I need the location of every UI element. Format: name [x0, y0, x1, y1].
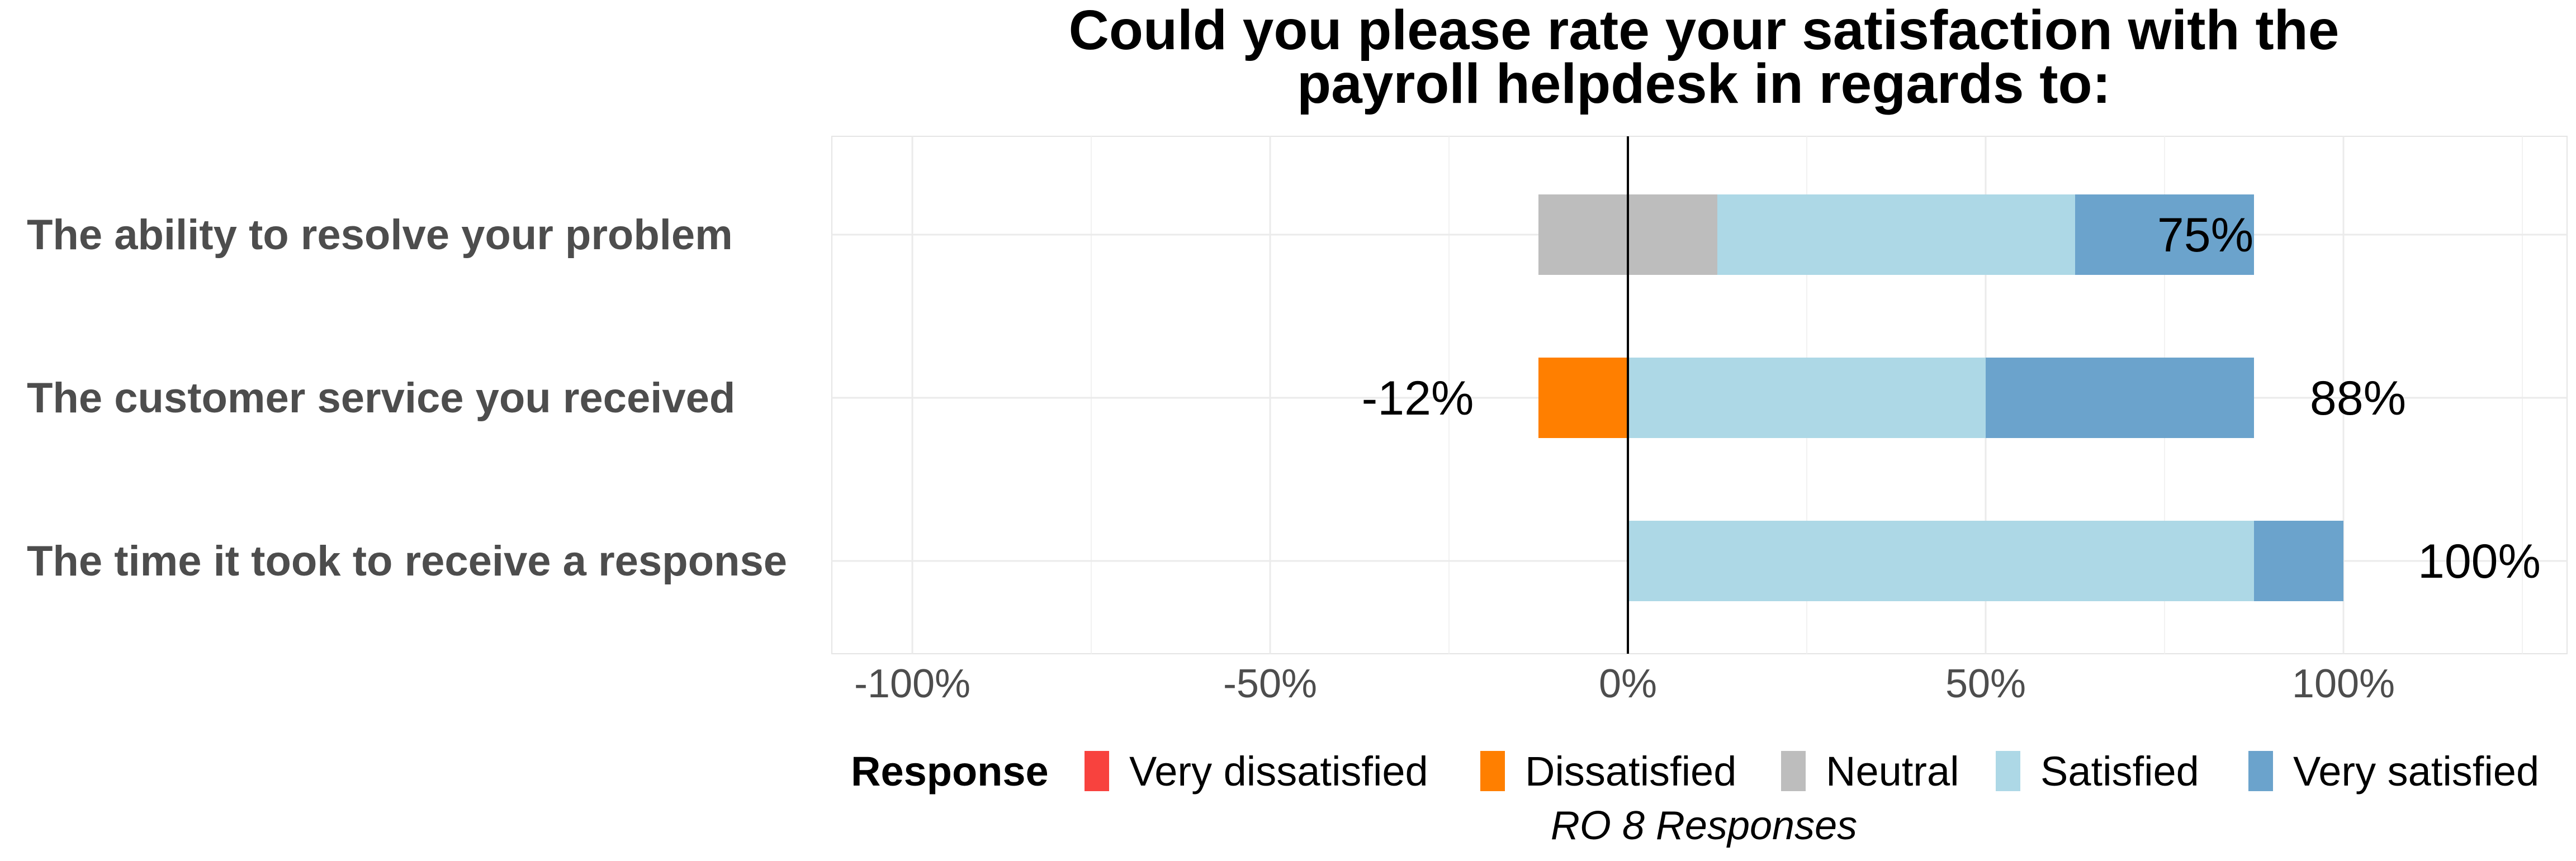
bar-very-satisfied — [2254, 521, 2343, 601]
x-tick-label: -50% — [1223, 662, 1317, 706]
y-axis-labels: The ability to resolve your problem The c… — [27, 211, 787, 585]
legend-key — [1781, 751, 1806, 791]
data-label-positive: 75% — [2157, 208, 2253, 262]
bar-very-satisfied — [1986, 358, 2254, 438]
legend-key — [1996, 751, 2020, 791]
x-tick-label: -100% — [854, 662, 970, 706]
data-label-positive: 100% — [2418, 535, 2541, 588]
legend-label: Neutral — [1826, 748, 1959, 795]
data-label-negative: -12% — [1362, 372, 1474, 425]
x-tick-label: 50% — [1945, 662, 2026, 706]
legend-label: Satisfied — [2040, 748, 2199, 795]
legend-label: Dissatisfied — [1525, 748, 1736, 795]
y-category-label: The ability to resolve your problem — [27, 211, 733, 259]
legend-label: Very dissatisfied — [1129, 748, 1428, 795]
y-category-label: The time it took to receive a response — [27, 537, 787, 585]
legend-key — [2248, 751, 2273, 791]
x-tick-label: 0% — [1599, 662, 1657, 706]
x-axis-ticks: -100% -50% 0% 50% 100% — [854, 662, 2395, 706]
bar-satisfied — [1628, 358, 1986, 438]
y-category-label: The customer service you received — [27, 374, 735, 422]
chart-title-line: Could you please rate your satisfaction … — [1069, 0, 2340, 61]
legend-title: Response — [851, 748, 1049, 795]
legend-label: Very satisfied — [2293, 748, 2539, 795]
bar-very-satisfied — [2075, 194, 2254, 275]
bar-satisfied — [1717, 194, 2075, 275]
caption: RO 8 Responses — [1551, 803, 1857, 848]
bar-dissatisfied — [1538, 358, 1628, 438]
legend-key — [1480, 751, 1505, 791]
chart-title-line: payroll helpdesk in regards to: — [1297, 53, 2111, 115]
legend-key — [1085, 751, 1109, 791]
plot-panel — [831, 136, 2568, 654]
chart-title: Could you please rate your satisfaction … — [1069, 0, 2340, 115]
data-label-positive: 88% — [2310, 372, 2406, 425]
bar-satisfied — [1628, 521, 2254, 601]
legend: Response Very dissatisfied Dissatisfied Neu… — [851, 748, 2539, 795]
data-labels: 75% 88% -12% 100% — [1362, 208, 2541, 588]
x-tick-label: 100% — [2292, 662, 2395, 706]
